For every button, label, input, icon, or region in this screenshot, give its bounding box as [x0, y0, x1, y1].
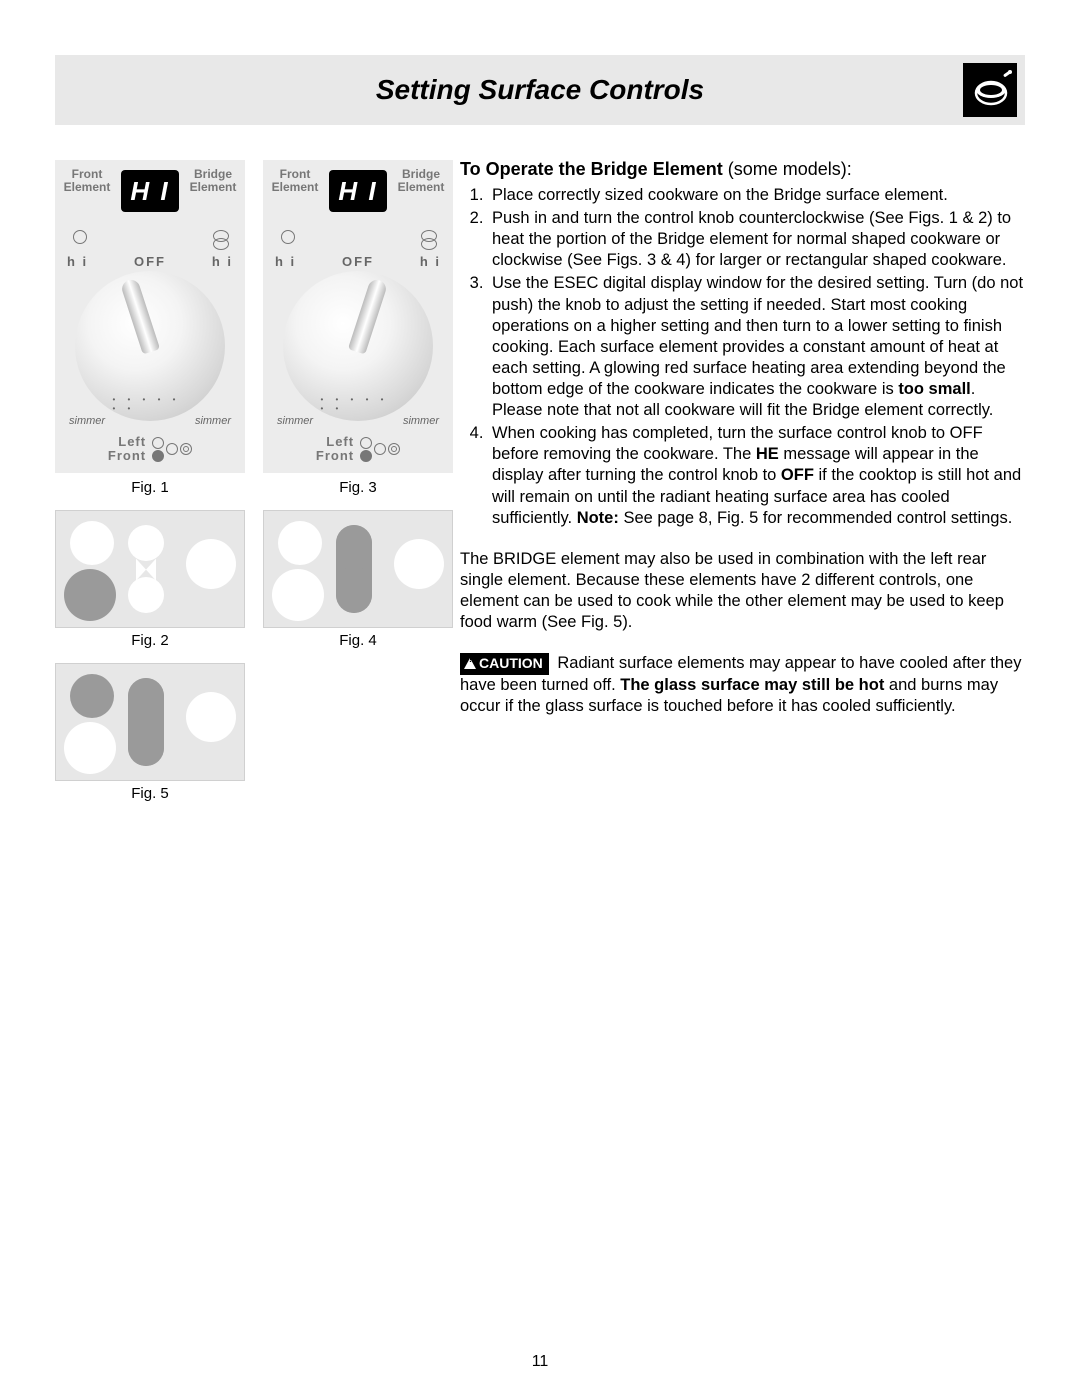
single-element-icon [73, 230, 87, 244]
figure-caption: Fig. 4 [263, 632, 453, 649]
bridge-element-icon [421, 230, 435, 250]
left-front-indicator: LeftFront [263, 435, 453, 462]
front-element-label: FrontElement [271, 168, 319, 194]
page-number: 11 [0, 1353, 1080, 1371]
digital-display: H I [329, 170, 387, 212]
figures-column: FrontElement BridgeElement H I h i OFF h… [55, 160, 455, 802]
pan-icon [963, 63, 1017, 117]
caution-badge: CAUTION [460, 653, 549, 675]
left-front-indicator: LeftFront [55, 435, 245, 462]
figure-caption: Fig. 3 [263, 479, 453, 496]
hi-label-right: h i [212, 254, 233, 269]
hi-label-left: h i [67, 254, 88, 269]
figure-caption: Fig. 2 [55, 632, 245, 649]
knob-panel-fig3: FrontElement BridgeElement H I h i OFF h… [263, 160, 453, 473]
page-title: Setting Surface Controls [376, 74, 704, 106]
list-item: Place correctly sized cookware on the Br… [488, 185, 1025, 206]
knob-panel-fig1: FrontElement BridgeElement H I h i OFF h… [55, 160, 245, 473]
control-knob: • • • • • • • [283, 271, 433, 421]
off-label: OFF [342, 254, 374, 269]
digital-display: H I [121, 170, 179, 212]
knob-panels-row: FrontElement BridgeElement H I h i OFF h… [55, 160, 455, 473]
single-element-icon [281, 230, 295, 244]
header-bar: Setting Surface Controls [55, 55, 1025, 125]
bridge-element-label: BridgeElement [397, 168, 445, 194]
cooktop-diagram-fig2 [55, 510, 245, 628]
instructions-column: To Operate the Bridge Element (some mode… [460, 158, 1025, 717]
bridge-paragraph: The BRIDGE element may also be used in c… [460, 549, 1025, 633]
list-item: When cooking has completed, turn the sur… [488, 423, 1025, 529]
cooktop-diagram-fig4 [263, 510, 453, 628]
list-item: Push in and turn the control knob counte… [488, 208, 1025, 271]
cooktop-diagram-fig5 [55, 663, 245, 781]
front-element-label: FrontElement [63, 168, 111, 194]
caution-paragraph: CAUTION Radiant surface elements may app… [460, 653, 1025, 717]
section-heading: To Operate the Bridge Element (some mode… [460, 158, 1025, 181]
figure-caption: Fig. 1 [55, 479, 245, 496]
instruction-list: Place correctly sized cookware on the Br… [460, 185, 1025, 529]
figure-caption: Fig. 5 [55, 785, 245, 802]
hi-label-right: h i [420, 254, 441, 269]
control-knob: • • • • • • • [75, 271, 225, 421]
hi-label-left: h i [275, 254, 296, 269]
bridge-element-icon [213, 230, 227, 250]
bridge-element-label: BridgeElement [189, 168, 237, 194]
off-label: OFF [134, 254, 166, 269]
list-item: Use the ESEC digital display window for … [488, 273, 1025, 421]
